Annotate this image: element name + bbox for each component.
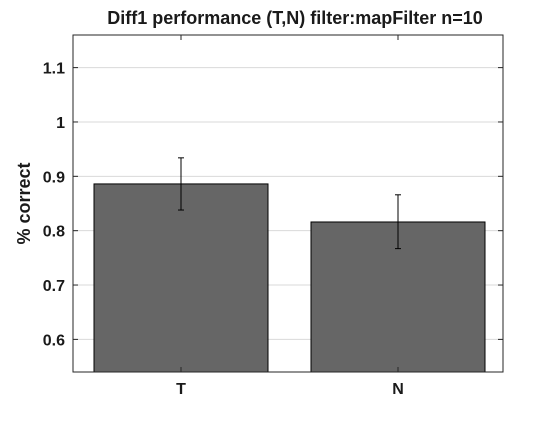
- y-axis-label: % correct: [14, 162, 34, 244]
- x-tick-label-T: T: [176, 381, 186, 398]
- chart-title: Diff1 performance (T,N) filter:mapFilter…: [107, 8, 483, 28]
- y-tick-label: 1: [56, 115, 65, 132]
- y-tick-label: 0.8: [43, 224, 65, 241]
- bars: [94, 184, 485, 372]
- y-tick-label: 1.1: [43, 61, 65, 78]
- y-tick-label: 0.9: [43, 169, 65, 186]
- y-tick-label: 0.6: [43, 332, 65, 349]
- y-tick-label: 0.7: [43, 278, 65, 295]
- bar-T: [94, 184, 268, 372]
- x-tick-label-N: N: [392, 381, 404, 398]
